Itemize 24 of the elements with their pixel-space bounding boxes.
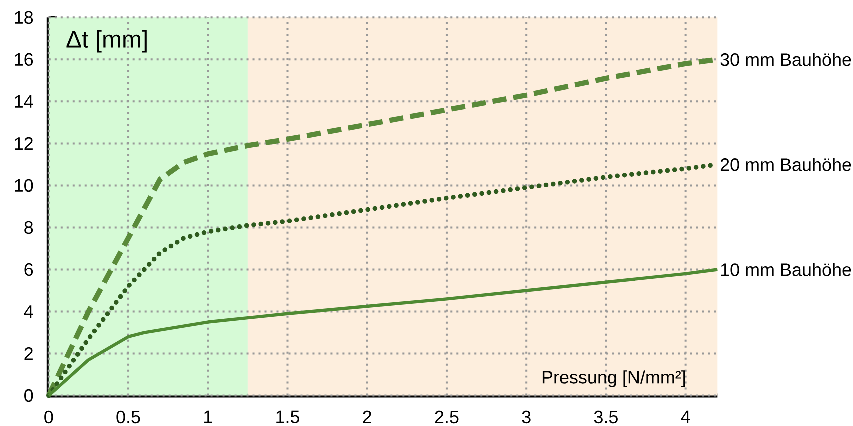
y-tick-label: 2 bbox=[24, 348, 33, 360]
x-tick-label: 4 bbox=[681, 410, 690, 424]
y-tick-label: 16 bbox=[15, 53, 34, 66]
series-label: 20 mm Bauhöhe bbox=[720, 158, 852, 172]
series-label: 10 mm Bauhöhe bbox=[721, 263, 852, 276]
x-axis-title: Pressung [N/mm²] bbox=[542, 370, 686, 388]
x-tick-label: 3.5 bbox=[594, 410, 618, 424]
y-tick-label: 10 bbox=[15, 179, 34, 192]
x-tick-label: 1.5 bbox=[276, 410, 300, 424]
x-tick-label: 0.5 bbox=[116, 410, 140, 424]
y-tick-label: 4 bbox=[24, 306, 34, 318]
y-tick-label: 18 bbox=[15, 11, 34, 24]
x-tick-label: 0 bbox=[44, 410, 54, 424]
x-tick-label: 3 bbox=[522, 410, 531, 424]
series-label: 30 mm Bauhöhe bbox=[720, 53, 852, 66]
y-tick-label: 8 bbox=[24, 221, 34, 234]
y-tick-label: 14 bbox=[15, 96, 34, 108]
x-tick-label: 1 bbox=[204, 410, 212, 424]
y-tick-label: 12 bbox=[15, 137, 33, 150]
x-tick-label: 2 bbox=[363, 410, 372, 424]
y-tick-label: 0 bbox=[24, 389, 34, 402]
y-axis-title: Δt [mm] bbox=[66, 30, 147, 53]
x-tick-label: 2.5 bbox=[435, 410, 459, 424]
y-tick-label: 6 bbox=[24, 263, 34, 276]
